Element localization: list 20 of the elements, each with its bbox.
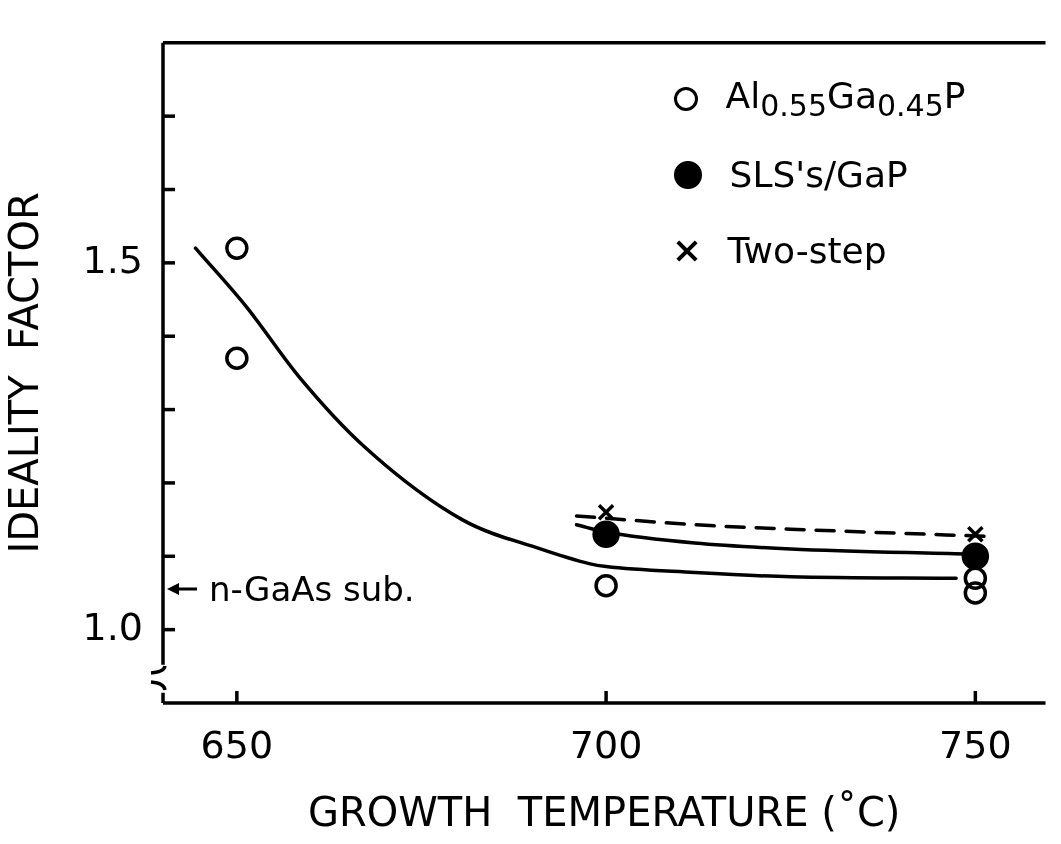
point (966, 525, 985, 544)
x-tick-label: 700 (569, 722, 643, 767)
x-tick-label: 750 (939, 722, 1012, 767)
point (594, 573, 618, 598)
point (597, 503, 615, 522)
point (225, 346, 249, 370)
legend-label: Al$_{0.55}$Ga$_{0.45}$P (725, 74, 966, 123)
point (963, 581, 988, 605)
legend-label: Two-step (727, 230, 887, 272)
y-tick-label: 1.0 (82, 604, 143, 649)
x-tick-label: 650 (200, 722, 274, 767)
point (961, 542, 990, 571)
legend-label: SLS's/GaP (729, 154, 908, 196)
y-tick-label: 1.5 (82, 237, 143, 282)
point (592, 520, 620, 549)
x-axis-title: GROWTH TEMPERATURE (˚C) (308, 789, 901, 836)
point (963, 566, 988, 591)
annotation: n-GaAs sub. (209, 569, 415, 609)
y-axis-title: IDEALITY FACTOR (1, 192, 48, 554)
point (225, 236, 249, 260)
